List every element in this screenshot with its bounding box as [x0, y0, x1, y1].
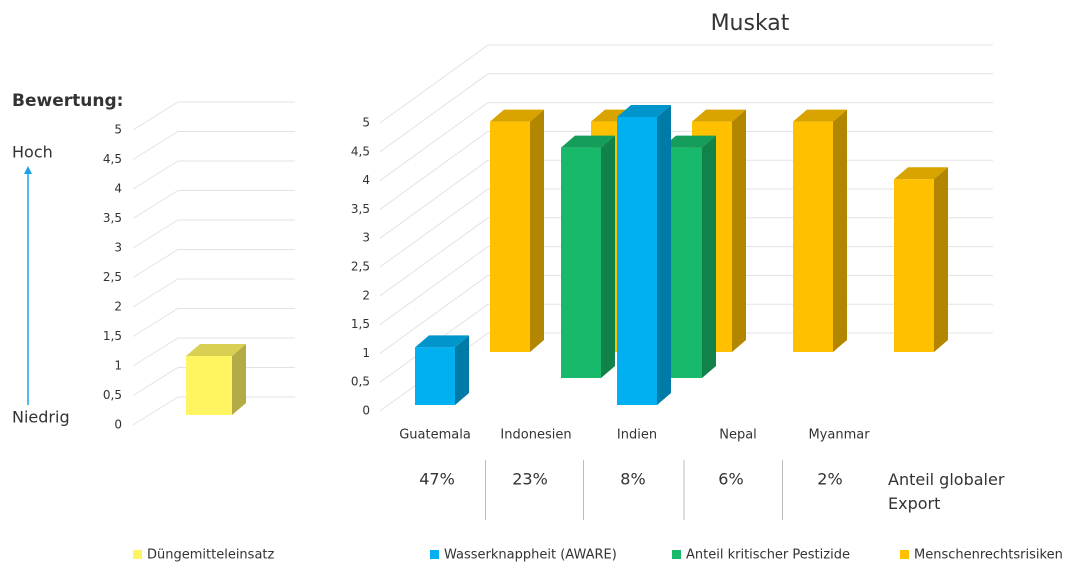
bar-side — [732, 109, 746, 352]
y-tick-label: 5 — [362, 116, 370, 130]
bar-side — [657, 105, 671, 405]
y-tick-label: 2 — [114, 300, 122, 314]
y-tick-label: 1,5 — [351, 317, 370, 331]
bar — [561, 147, 601, 378]
legend-swatch — [430, 550, 439, 559]
bar — [894, 179, 934, 352]
y-tick-label: 3 — [114, 241, 122, 255]
x-tick-label: Myanmar — [808, 428, 870, 443]
legend-label: Düngemitteleinsatz — [147, 548, 275, 563]
export-share: 2% — [817, 470, 842, 489]
y-tick-label: 5 — [114, 123, 122, 137]
grid-line — [132, 131, 295, 160]
export-share-label: Anteil globaler Export — [888, 470, 1005, 513]
y-tick-label: 3,5 — [103, 211, 122, 225]
grid-line — [379, 102, 993, 182]
grid-line — [132, 219, 295, 249]
bar-side — [232, 344, 246, 415]
grid-line — [132, 190, 295, 219]
grid-line — [132, 160, 295, 190]
grid-line — [379, 44, 993, 124]
bar-side — [455, 335, 469, 405]
export-share: 6% — [718, 470, 743, 489]
annotation: Niedrig — [12, 408, 70, 427]
bar-top — [415, 335, 469, 348]
bar — [617, 117, 657, 405]
y-tick-label: 0,5 — [103, 388, 122, 402]
grid-line — [132, 308, 295, 337]
bar-top — [793, 109, 847, 122]
legend-swatch — [133, 550, 142, 559]
grid-line — [132, 249, 295, 278]
y-tick-label: 2,5 — [103, 270, 122, 284]
y-tick-label: 1 — [362, 346, 370, 360]
bar-side — [530, 109, 544, 352]
legend-label: Anteil kritischer Pestizide — [686, 548, 850, 563]
grid-line — [132, 337, 295, 367]
y-tick-label: 4 — [114, 182, 122, 196]
bar-top — [561, 135, 615, 148]
grid-line — [132, 396, 295, 426]
x-tick-label: Indien — [617, 428, 657, 443]
legend-swatch — [672, 550, 681, 559]
legend-swatch — [900, 550, 909, 559]
legend-label: Menschenrechtsrisiken — [914, 548, 1063, 563]
annotation: Hoch — [12, 143, 53, 162]
bar-top — [662, 135, 716, 148]
y-tick-label: 2 — [362, 288, 370, 302]
export-share: 47% — [419, 470, 455, 489]
export-share: 23% — [512, 470, 548, 489]
y-tick-label: 3,5 — [351, 202, 370, 216]
grid-line — [132, 278, 295, 308]
export-share: 8% — [620, 470, 645, 489]
bar-top — [894, 167, 948, 180]
y-tick-label: 4,5 — [351, 144, 370, 158]
bar-side — [833, 109, 847, 352]
y-tick-label: 2,5 — [351, 260, 370, 274]
bar-side — [601, 135, 615, 378]
y-tick-label: 0,5 — [351, 375, 370, 389]
bar-side — [702, 135, 716, 378]
y-tick-label: 3 — [362, 231, 370, 245]
arrow-head — [24, 166, 32, 174]
y-tick-label: 4,5 — [103, 152, 122, 166]
bar-top — [186, 344, 246, 356]
y-tick-label: 1 — [114, 359, 122, 373]
y-tick-label: 4 — [362, 173, 370, 187]
bar — [490, 121, 530, 352]
bar — [186, 356, 232, 415]
bar-side — [934, 167, 948, 352]
bar-top — [490, 109, 544, 122]
x-tick-label: Guatemala — [399, 428, 471, 443]
chart-title: Muskat — [711, 11, 790, 36]
y-tick-label: 1,5 — [103, 329, 122, 343]
x-tick-label: Nepal — [719, 428, 757, 443]
bar-top — [617, 105, 671, 117]
grid-line — [379, 73, 993, 153]
grid-line — [132, 367, 295, 396]
bar — [415, 347, 455, 405]
bar — [793, 121, 833, 352]
y-tick-label: 0 — [362, 404, 370, 418]
legend-label: Wasserknappheit (AWARE) — [444, 548, 617, 563]
chart-title: Bewertung: — [12, 91, 123, 111]
grid-line — [132, 101, 295, 131]
y-tick-label: 0 — [114, 418, 122, 432]
bar-top — [692, 109, 746, 122]
x-tick-label: Indonesien — [500, 428, 571, 443]
